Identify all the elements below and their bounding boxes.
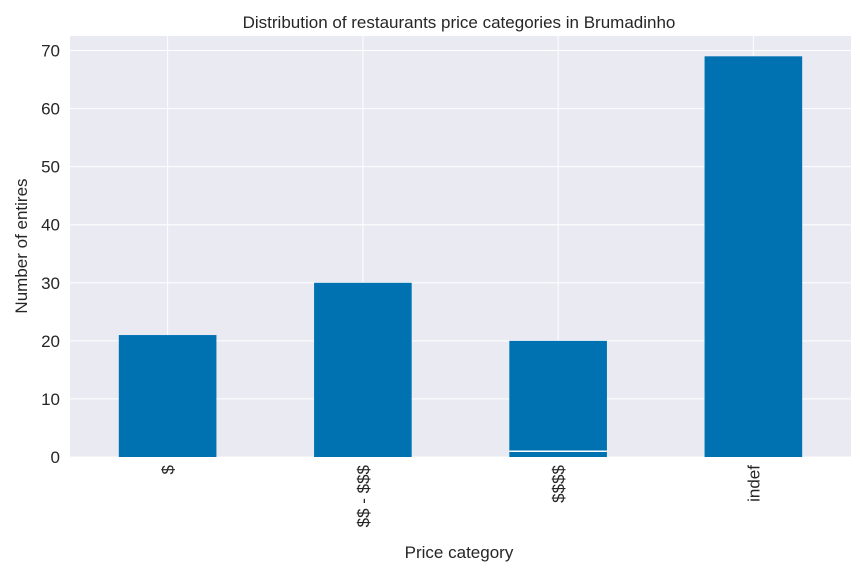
y-tick-label: 30 bbox=[41, 274, 60, 293]
bars bbox=[118, 56, 803, 458]
chart-title: Distribution of restaurants price catego… bbox=[243, 13, 676, 32]
y-tick-label: 10 bbox=[41, 390, 60, 409]
x-axis-label: Price category bbox=[405, 543, 514, 562]
bar-0 bbox=[118, 335, 217, 457]
bar-3 bbox=[704, 56, 803, 458]
y-tick-label: 20 bbox=[41, 332, 60, 351]
y-tick-label: 60 bbox=[41, 100, 60, 119]
y-tick-label: 70 bbox=[41, 42, 60, 61]
y-tick-label: 40 bbox=[41, 216, 60, 235]
x-tick-label: $$ - $$$ bbox=[354, 464, 373, 527]
y-axis-ticks: 0 10 20 30 40 50 60 70 bbox=[41, 42, 60, 467]
x-tick-label: $$$$ bbox=[549, 464, 568, 502]
bar-2 bbox=[509, 340, 607, 457]
x-axis-ticks: $ $$ - $$$ $$$$ indef bbox=[159, 464, 764, 527]
y-axis-label: Number of entires bbox=[12, 178, 31, 313]
x-tick-label: $ bbox=[159, 464, 178, 474]
y-tick-label: 0 bbox=[51, 448, 60, 467]
y-tick-label: 50 bbox=[41, 158, 60, 177]
bar-1 bbox=[314, 282, 412, 457]
x-tick-label: indef bbox=[744, 465, 763, 502]
